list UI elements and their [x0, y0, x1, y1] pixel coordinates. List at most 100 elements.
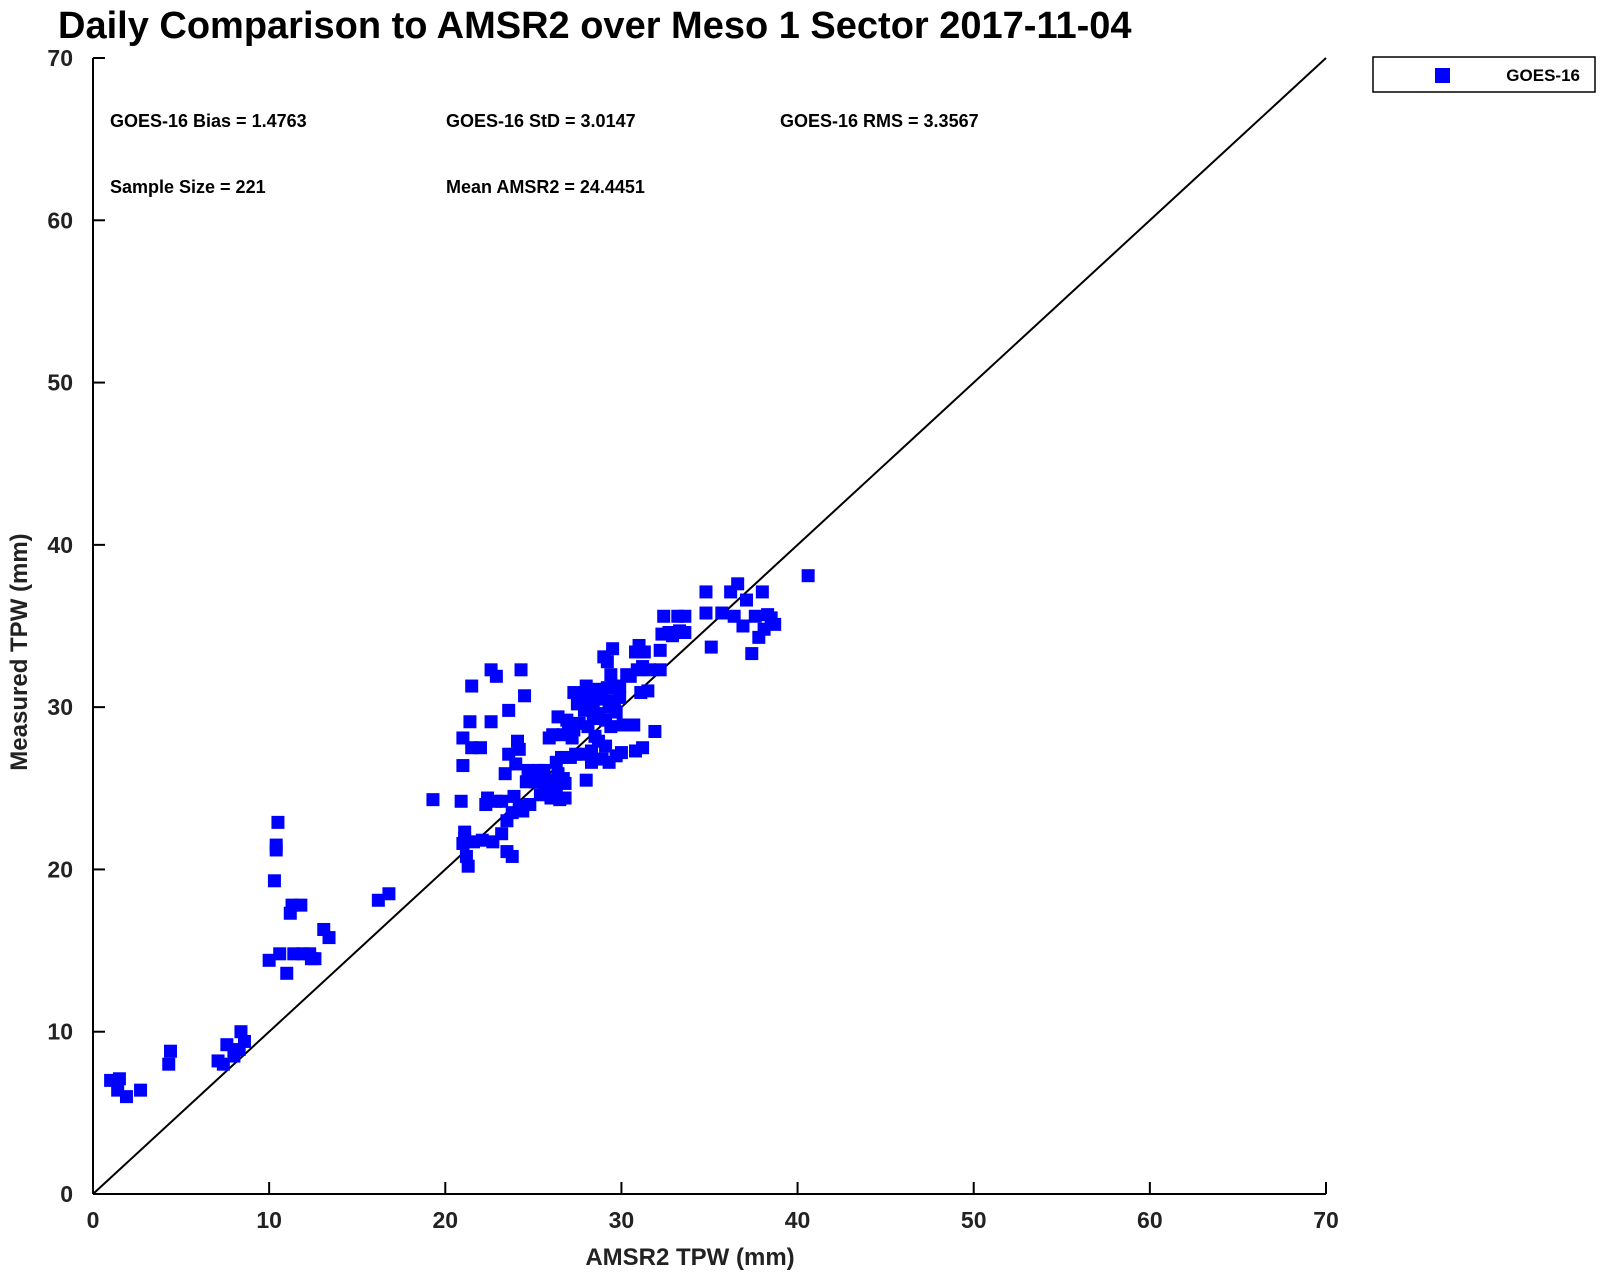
data-point: [614, 746, 628, 760]
data-point: [456, 759, 470, 773]
y-axis-label: Measured TPW (mm): [6, 533, 33, 770]
data-point: [678, 609, 692, 623]
data-point: [558, 791, 572, 805]
data-point: [745, 647, 759, 661]
data-point: [461, 859, 475, 873]
data-point: [657, 609, 671, 623]
data-point: [502, 703, 516, 717]
data-point: [523, 798, 537, 812]
data-point: [465, 679, 479, 693]
data-point: [616, 718, 630, 732]
y-tick-label: 10: [47, 1019, 73, 1045]
data-point: [119, 1090, 133, 1104]
data-point: [609, 705, 623, 719]
x-tick-label: 0: [87, 1207, 100, 1233]
stats-annotations: GOES-16 Bias = 1.4763 GOES-16 StD = 3.01…: [110, 111, 979, 197]
x-tick-label: 40: [785, 1207, 811, 1233]
data-point: [512, 742, 526, 756]
data-point: [134, 1083, 148, 1097]
data-point: [704, 640, 718, 654]
data-point: [801, 569, 815, 583]
legend-box: [1372, 56, 1596, 93]
data-point: [475, 833, 489, 847]
stat-std: GOES-16 StD = 3.0147: [446, 111, 636, 131]
one-to-one-line: [92, 57, 1327, 1195]
data-point: [463, 715, 477, 729]
data-point: [216, 1057, 230, 1071]
data-point: [262, 953, 276, 967]
data-point: [454, 794, 468, 808]
data-points: [104, 569, 815, 1104]
data-point: [604, 720, 618, 734]
data-point: [653, 643, 667, 657]
y-tick-label: 0: [60, 1181, 73, 1207]
data-point: [505, 849, 519, 863]
data-point: [514, 663, 528, 677]
data-point: [162, 1057, 176, 1071]
data-point: [757, 622, 771, 636]
x-tick-label: 10: [256, 1207, 282, 1233]
plot-area: 0 10 20 30 40 50 60 70 0 10 20 30 40 50 60 70: [47, 45, 1338, 1233]
x-tick-label: 70: [1313, 1207, 1339, 1233]
data-point: [164, 1044, 178, 1058]
x-tick-label: 20: [432, 1207, 458, 1233]
stat-bias: GOES-16 Bias = 1.4763: [110, 111, 307, 131]
data-point: [489, 669, 503, 683]
data-point: [613, 690, 627, 704]
data-point: [600, 655, 614, 669]
data-point: [627, 718, 641, 732]
data-point: [636, 741, 650, 755]
legend: GOES-16: [1372, 56, 1596, 93]
data-point: [606, 642, 620, 656]
data-point: [509, 757, 523, 771]
data-point: [739, 593, 753, 607]
y-tick-label: 40: [47, 532, 73, 558]
data-point: [678, 625, 692, 639]
data-point: [641, 684, 655, 698]
chart-title: Daily Comparison to AMSR2 over Meso 1 Se…: [58, 5, 1132, 47]
data-point: [308, 952, 322, 966]
y-tick-label: 50: [47, 370, 73, 396]
data-point: [220, 1038, 234, 1052]
data-point: [699, 606, 713, 620]
stat-mean: Mean AMSR2 = 24.4451: [446, 177, 645, 197]
data-point: [521, 763, 535, 777]
data-point: [715, 606, 729, 620]
data-point: [579, 773, 593, 787]
data-point: [498, 767, 512, 781]
data-point: [731, 577, 745, 591]
data-point: [768, 617, 782, 631]
data-point: [280, 966, 294, 980]
data-point: [267, 874, 281, 888]
data-point: [484, 715, 498, 729]
data-point: [269, 838, 283, 852]
stat-sample-size: Sample Size = 221: [110, 177, 266, 197]
data-point: [382, 887, 396, 901]
legend-marker-goes16: [1435, 68, 1450, 83]
data-point: [237, 1034, 251, 1048]
data-point: [518, 689, 532, 703]
data-point: [371, 893, 385, 907]
data-point: [699, 585, 713, 599]
data-point: [112, 1072, 126, 1086]
data-point: [558, 776, 572, 790]
x-tick-label: 60: [1137, 1207, 1163, 1233]
x-axis-label: AMSR2 TPW (mm): [585, 1244, 794, 1271]
data-point: [294, 898, 308, 912]
data-point: [271, 815, 285, 829]
data-point: [643, 663, 657, 677]
y-tick-label: 30: [47, 694, 73, 720]
data-point: [584, 755, 598, 769]
y-ticks: 0 10 20 30 40 50 60 70: [47, 45, 105, 1207]
data-point: [736, 619, 750, 633]
data-point: [653, 663, 667, 677]
data-point: [495, 827, 509, 841]
data-point: [613, 679, 627, 693]
data-point: [748, 609, 762, 623]
data-point: [604, 668, 618, 682]
data-point: [273, 947, 287, 961]
x-tick-label: 30: [609, 1207, 635, 1233]
data-point: [648, 724, 662, 738]
x-tick-label: 50: [961, 1207, 987, 1233]
